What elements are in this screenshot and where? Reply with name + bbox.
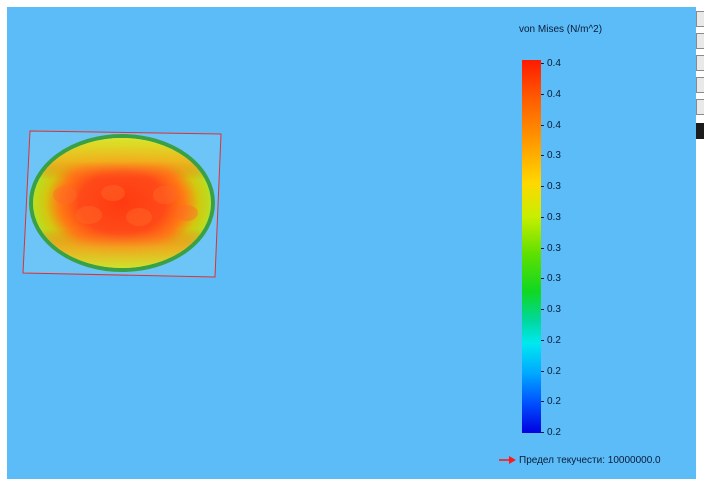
legend-tick (541, 278, 544, 279)
tool-icon[interactable] (696, 77, 704, 93)
legend-tick-label: 0.2 (547, 427, 561, 438)
legend-tick-label: 0.2 (547, 396, 561, 407)
legend-tick-label: 0.3 (547, 304, 561, 315)
legend-tick (541, 401, 544, 402)
stress-color-scale (522, 60, 541, 433)
legend-tick (541, 432, 544, 433)
tool-icon[interactable] (696, 55, 704, 71)
legend-tick-label: 0.2 (547, 366, 561, 377)
legend-tick (541, 186, 544, 187)
legend-tick-label: 0.4 (547, 120, 561, 131)
yield-strength-label: Предел текучести: 10000000.0 (519, 454, 661, 466)
tool-icon[interactable] (696, 33, 704, 49)
side-toolbar (696, 7, 704, 147)
tool-icon[interactable] (696, 123, 704, 139)
tool-icon[interactable] (696, 11, 704, 27)
legend-tick-label: 0.3 (547, 243, 561, 254)
legend-tick-label: 0.4 (547, 58, 561, 69)
part-rim (29, 134, 215, 272)
tool-icon[interactable] (696, 99, 704, 115)
legend-tick-label: 0.2 (547, 335, 561, 346)
legend-tick (541, 125, 544, 126)
legend-tick-label: 0.3 (547, 273, 561, 284)
legend-tick (541, 155, 544, 156)
stress-plot-model[interactable] (7, 7, 237, 297)
graphics-viewport[interactable]: von Mises (N/m^2) 0.4 0.4 0.4 0.3 0.3 0.3 0.3 0… (7, 7, 696, 479)
legend-tick-label: 0.3 (547, 212, 561, 223)
legend-tick (541, 63, 544, 64)
legend-tick-label: 0.3 (547, 181, 561, 192)
red-arrow-icon (499, 456, 516, 464)
legend-tick (541, 371, 544, 372)
legend-title: von Mises (N/m^2) (519, 24, 603, 35)
legend-tick (541, 217, 544, 218)
legend-tick-label: 0.4 (547, 89, 561, 100)
legend-tick (541, 309, 544, 310)
legend-tick (541, 248, 544, 249)
yield-strength-indicator: Предел текучести: 10000000.0 (499, 453, 661, 467)
legend-tick-label: 0.3 (547, 150, 561, 161)
legend-tick (541, 94, 544, 95)
legend-tick (541, 340, 544, 341)
